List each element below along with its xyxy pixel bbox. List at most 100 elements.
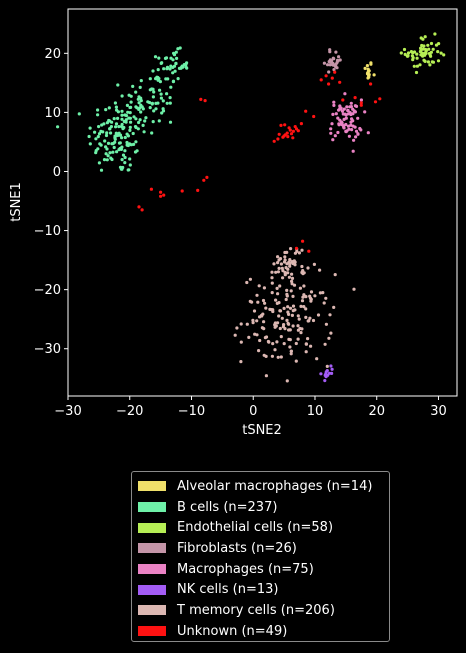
data-point	[114, 105, 118, 109]
data-point	[196, 188, 200, 192]
data-point	[309, 344, 313, 348]
data-point	[304, 342, 308, 346]
data-point	[129, 94, 133, 98]
data-point	[291, 129, 295, 133]
data-point	[272, 139, 276, 143]
data-point	[344, 122, 348, 127]
data-point	[144, 116, 148, 120]
data-point	[104, 145, 108, 149]
data-point	[309, 297, 313, 301]
data-point	[203, 99, 207, 103]
points-layer	[56, 32, 446, 383]
data-point	[112, 117, 116, 121]
data-point	[296, 314, 300, 318]
data-point	[136, 127, 140, 131]
data-point	[117, 148, 121, 152]
legend-swatch	[138, 605, 166, 616]
data-point	[336, 116, 340, 120]
data-point	[262, 286, 266, 290]
data-point	[338, 104, 342, 108]
data-point	[327, 336, 331, 340]
data-point	[406, 51, 411, 55]
y-tick-label: 10	[44, 106, 61, 121]
data-point	[323, 373, 327, 377]
data-point	[281, 135, 285, 139]
data-point	[326, 63, 330, 67]
data-point	[150, 102, 154, 106]
data-point	[296, 324, 300, 328]
data-point	[321, 291, 325, 295]
data-point	[426, 60, 430, 64]
data-point	[366, 67, 370, 71]
data-point	[153, 55, 158, 59]
data-point	[399, 51, 403, 55]
data-point	[152, 90, 156, 94]
data-point	[328, 313, 332, 317]
data-point	[354, 129, 359, 133]
data-point	[354, 135, 358, 139]
data-point	[128, 111, 132, 115]
legend-swatch	[138, 584, 166, 595]
legend: Alveolar macrophages (n=14) B cells (n=23…	[131, 471, 390, 642]
data-point	[105, 131, 109, 135]
data-point	[126, 110, 130, 114]
data-point	[302, 271, 306, 275]
x-tick-label: 30	[430, 404, 447, 419]
data-point	[174, 50, 178, 54]
data-point	[352, 138, 356, 142]
data-point	[329, 131, 333, 135]
data-point	[276, 261, 280, 265]
data-point	[418, 63, 422, 67]
data-point	[346, 124, 350, 128]
data-point	[312, 262, 316, 266]
data-point	[129, 105, 133, 109]
data-point	[151, 120, 155, 124]
data-point	[285, 318, 289, 322]
data-point	[161, 99, 165, 103]
data-point	[171, 80, 175, 84]
data-point	[349, 123, 353, 127]
data-point	[342, 107, 346, 111]
data-point	[282, 306, 286, 310]
data-point	[372, 73, 376, 77]
x-tick-label: −10	[178, 404, 205, 419]
data-point	[274, 324, 278, 328]
data-point	[127, 168, 131, 172]
data-point	[159, 194, 163, 198]
data-point	[97, 132, 102, 136]
data-point	[131, 131, 135, 136]
data-point	[104, 108, 108, 112]
data-point	[329, 331, 333, 335]
data-point	[120, 136, 124, 140]
data-point	[324, 74, 328, 78]
data-point	[157, 119, 161, 123]
data-point	[309, 290, 314, 294]
data-point	[97, 161, 101, 165]
data-point	[159, 96, 163, 100]
data-point	[291, 136, 295, 140]
data-point	[284, 266, 288, 270]
data-point	[120, 158, 124, 162]
data-point	[405, 54, 409, 58]
data-point	[289, 247, 293, 251]
data-point	[121, 153, 126, 157]
x-axis: −30 −20 −10 0 10 20 30	[54, 396, 447, 419]
data-point	[285, 288, 289, 292]
data-point	[117, 131, 121, 135]
data-point	[300, 299, 305, 303]
data-point	[302, 305, 306, 309]
data-point	[101, 130, 105, 134]
data-point	[175, 56, 179, 61]
data-point	[324, 296, 328, 300]
data-point	[168, 67, 172, 71]
data-point	[421, 37, 425, 41]
data-point	[345, 105, 349, 109]
data-point	[285, 294, 289, 298]
data-point	[247, 335, 251, 339]
data-point	[411, 56, 415, 60]
plot-frame	[67, 8, 458, 397]
data-point	[123, 155, 127, 160]
data-point	[319, 372, 323, 376]
data-point	[169, 64, 173, 68]
data-point	[282, 342, 286, 346]
